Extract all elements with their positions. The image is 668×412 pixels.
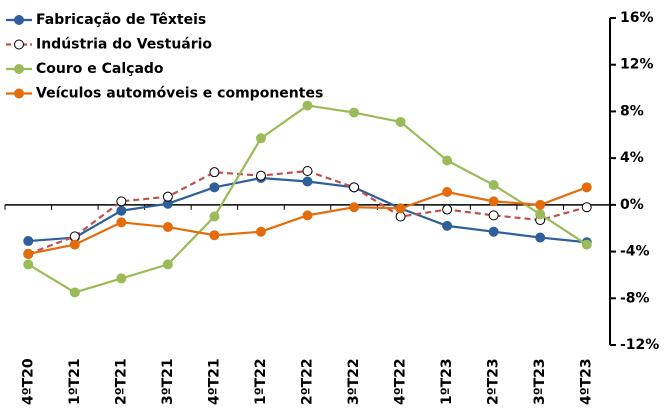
y-tick-label: 0%	[620, 197, 644, 213]
data-point	[116, 273, 127, 284]
data-point	[209, 167, 220, 178]
data-point	[116, 196, 127, 207]
data-point	[395, 116, 406, 127]
data-point	[535, 209, 546, 220]
data-point	[209, 230, 220, 241]
y-tick-label: 16%	[620, 10, 654, 26]
x-tick-label: 4ºT23	[579, 358, 595, 405]
data-point	[302, 165, 313, 176]
data-point	[488, 196, 499, 207]
data-point	[162, 259, 173, 270]
data-point	[535, 199, 546, 210]
data-point	[23, 259, 34, 270]
data-point	[488, 180, 499, 191]
x-tick-label: 1ºT23	[439, 358, 455, 405]
y-tick-label: -4%	[620, 244, 650, 260]
series-line	[27, 104, 588, 294]
data-point	[23, 236, 34, 247]
data-point	[255, 170, 266, 181]
data-point	[69, 287, 80, 298]
y-tick-label: 12%	[620, 57, 654, 73]
data-point	[395, 203, 406, 214]
data-point	[581, 182, 592, 193]
y-tick-label: -12%	[620, 337, 659, 353]
data-point	[535, 232, 546, 243]
legend-marker	[14, 15, 24, 25]
data-point	[488, 226, 499, 237]
x-tick-label: 1ºT21	[67, 358, 83, 405]
data-point	[69, 239, 80, 250]
y-tick-label: 4%	[620, 150, 644, 166]
data-point	[116, 205, 127, 216]
data-point	[442, 204, 453, 215]
x-tick-label: 1ºT22	[253, 358, 269, 405]
x-tick-label: 2ºT22	[300, 358, 316, 405]
legend-label: Indústria do Vestuário	[36, 37, 212, 53]
x-tick-label: 4ºT22	[393, 358, 409, 405]
data-point	[162, 191, 173, 202]
data-point	[349, 202, 360, 213]
series-line	[28, 186, 588, 255]
data-point	[488, 210, 499, 221]
series-line	[28, 176, 587, 244]
data-point	[69, 231, 80, 242]
x-tick-label: 3ºT22	[346, 358, 362, 405]
y-tick-label: 8%	[620, 103, 644, 119]
legend-label: Couro e Calçado	[36, 61, 164, 77]
data-point	[255, 133, 266, 144]
x-tick-label: 4ºT21	[206, 358, 222, 405]
data-point	[116, 217, 127, 228]
x-tick-label: 3ºT21	[160, 358, 176, 405]
data-point	[302, 210, 313, 221]
data-point	[442, 155, 453, 166]
data-point	[209, 182, 220, 193]
legend-label: Fabricação de Têxteis	[36, 12, 206, 28]
data-point	[302, 176, 313, 187]
data-point	[255, 226, 266, 237]
data-point	[23, 248, 34, 259]
x-tick-label: 2ºT23	[486, 358, 502, 405]
data-point	[581, 239, 592, 250]
legend-marker	[14, 64, 24, 74]
x-tick-label: 2ºT21	[113, 358, 129, 405]
data-point	[209, 211, 220, 222]
data-point	[162, 222, 173, 233]
x-tick-label: 4ºT20	[20, 358, 36, 405]
data-point	[302, 100, 313, 111]
data-point	[442, 220, 453, 231]
legend-marker	[14, 88, 24, 99]
data-point	[349, 182, 360, 193]
legend-marker	[14, 39, 24, 50]
legend-label: Veículos automóveis e componentes	[36, 86, 323, 102]
y-tick-label: -8%	[620, 290, 650, 306]
data-point	[442, 187, 453, 198]
data-point	[395, 211, 406, 222]
data-point	[349, 107, 360, 118]
x-tick-label: 3ºT23	[532, 358, 548, 405]
data-point	[581, 202, 592, 213]
